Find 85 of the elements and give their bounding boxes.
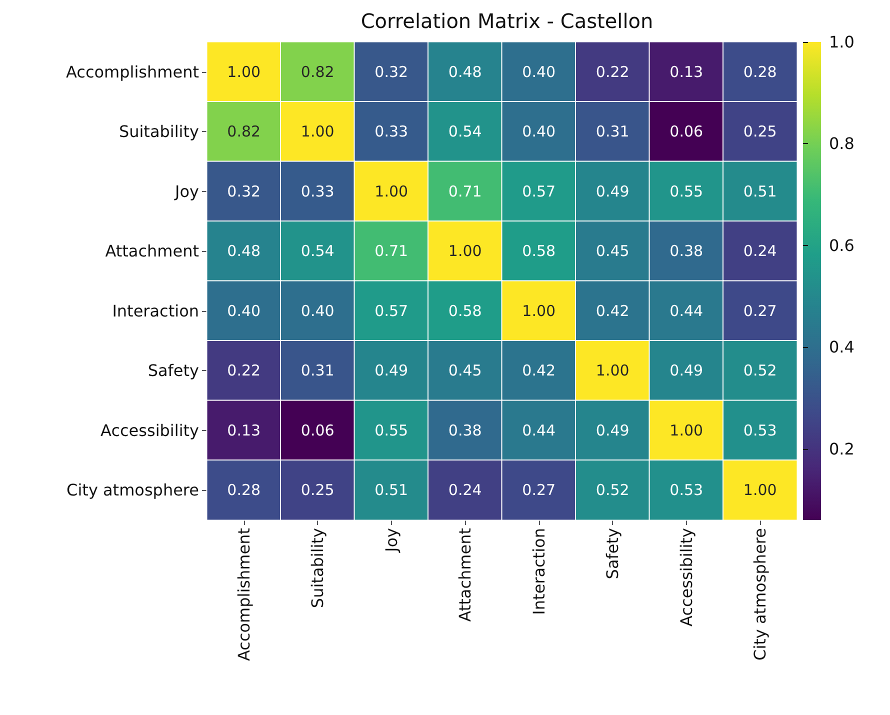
data-label: 0.31	[300, 362, 334, 380]
x-tick-label: Attachment	[456, 528, 475, 622]
y-tick-label: Interaction	[112, 301, 199, 320]
data-label: 0.40	[522, 62, 556, 81]
data-label: 1.00	[374, 182, 408, 200]
data-label: 0.57	[522, 182, 556, 200]
data-label: 0.32	[227, 182, 261, 200]
data-label: 0.25	[300, 481, 334, 500]
data-label: 1.00	[743, 481, 777, 500]
color-bar-label: 0.8	[829, 134, 854, 154]
data-label: 0.22	[596, 62, 630, 81]
data-label: 0.38	[670, 242, 704, 260]
data-label: 0.44	[670, 302, 704, 320]
data-label: 0.55	[374, 421, 408, 440]
data-label: 0.33	[374, 122, 408, 141]
x-tick-label: Joy	[382, 528, 401, 553]
data-label: 0.54	[448, 122, 482, 141]
data-label: 0.53	[743, 421, 777, 440]
data-label: 0.48	[448, 62, 482, 81]
data-label: 0.49	[374, 362, 408, 380]
data-label: 0.71	[374, 242, 408, 260]
data-label: 0.28	[227, 481, 261, 500]
data-label: 0.54	[300, 242, 334, 260]
data-label: 0.24	[448, 481, 482, 500]
data-label: 0.53	[670, 481, 704, 500]
data-label: 1.00	[522, 302, 556, 320]
data-label: 1.00	[227, 62, 261, 81]
color-bar-label: 1.0	[829, 32, 854, 52]
data-label: 0.25	[743, 122, 777, 141]
data-label: 0.45	[596, 242, 630, 260]
data-label: 0.58	[522, 242, 556, 260]
data-label: 0.24	[743, 242, 777, 260]
data-label: 0.57	[374, 302, 408, 320]
data-label: 0.51	[374, 481, 408, 500]
data-label: 0.22	[227, 362, 261, 380]
y-tick-label: Attachment	[105, 242, 199, 261]
y-tick-label: Accessibility	[100, 420, 199, 440]
x-tick-label: Accessibility	[676, 528, 696, 626]
data-label: 0.33	[300, 182, 334, 200]
data-label: 0.52	[596, 481, 630, 500]
y-tick-label: Safety	[148, 361, 199, 380]
data-label: 0.42	[596, 302, 630, 320]
chart-title: Correlation Matrix - Castellon	[360, 9, 654, 33]
data-label: 0.13	[227, 421, 261, 440]
data-label: 0.49	[596, 182, 630, 200]
data-label: 1.00	[670, 421, 704, 440]
color-bar-label: 0.4	[829, 338, 854, 357]
data-label: 0.06	[670, 122, 704, 141]
data-label: 0.31	[596, 122, 630, 141]
y-tick-label: City atmosphere	[66, 480, 199, 500]
x-tick-label: Safety	[603, 528, 622, 580]
x-tick-label: Interaction	[529, 528, 548, 615]
data-label: 0.32	[374, 62, 408, 81]
data-label: 0.42	[522, 362, 556, 380]
data-label: 0.40	[300, 302, 334, 320]
color-bar-label: 0.2	[829, 439, 854, 458]
data-label: 0.27	[522, 481, 556, 500]
data-label: 0.51	[743, 182, 777, 200]
data-label: 0.40	[227, 302, 261, 320]
data-label: 1.00	[448, 242, 482, 260]
data-label: 0.55	[670, 182, 704, 200]
data-label: 0.06	[300, 421, 334, 440]
data-label: 0.71	[448, 182, 482, 200]
data-label: 0.45	[448, 362, 482, 380]
data-label: 0.40	[522, 122, 556, 141]
data-label: 0.82	[227, 122, 261, 141]
y-tick-label: Suitability	[118, 122, 199, 142]
data-label: 0.13	[670, 62, 704, 81]
data-label: 0.49	[670, 362, 704, 380]
data-label: 1.00	[596, 362, 630, 380]
data-label: 0.28	[743, 62, 777, 81]
data-label: 1.00	[300, 122, 334, 141]
x-tick-label: City atmosphere	[750, 528, 770, 660]
data-label: 0.82	[300, 62, 334, 81]
data-label: 0.44	[522, 421, 556, 440]
data-label: 0.58	[448, 302, 482, 320]
data-label: 0.52	[743, 362, 777, 380]
data-label: 0.48	[227, 242, 261, 260]
y-tick-label: Joy	[174, 182, 199, 201]
data-label: 0.49	[596, 421, 630, 440]
x-tick-label: Suitability	[308, 528, 328, 608]
color-bar-label: 0.6	[829, 236, 854, 255]
data-label: 0.38	[448, 421, 482, 440]
data-label: 0.27	[743, 302, 777, 320]
y-tick-label: Accomplishment	[66, 62, 199, 82]
